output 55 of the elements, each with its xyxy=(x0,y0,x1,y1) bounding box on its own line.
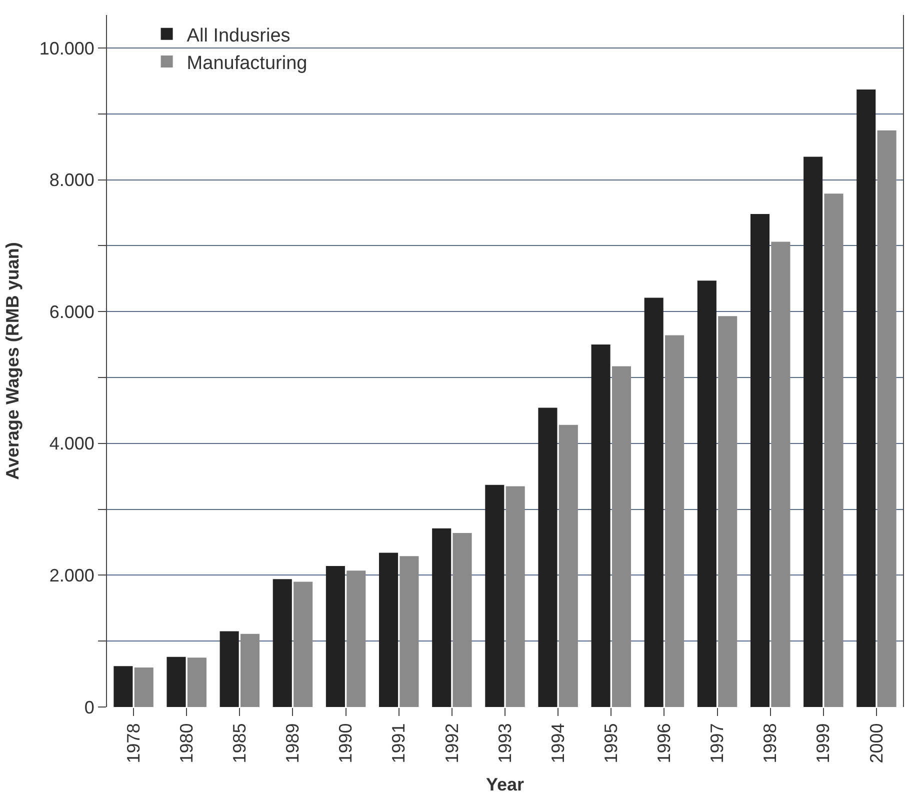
x-tick-label: 1978 xyxy=(123,723,144,764)
x-tick-label: 1991 xyxy=(388,723,409,764)
y-tick-label: 2.000 xyxy=(49,565,94,586)
bar xyxy=(877,130,896,707)
bar xyxy=(665,335,684,707)
x-tick-label: 1998 xyxy=(760,723,780,764)
bar xyxy=(804,156,823,707)
bar xyxy=(538,408,558,707)
x-tick-label: 2000 xyxy=(866,723,886,764)
x-tick-label: 1990 xyxy=(336,723,356,764)
x-tick-label: 1999 xyxy=(813,723,834,764)
bar xyxy=(558,424,578,707)
bar xyxy=(824,194,844,707)
bar xyxy=(272,579,292,707)
bar xyxy=(612,366,631,707)
x-tick-label: 1993 xyxy=(494,723,515,764)
y-axis-title: Average Wages (RMB yuan) xyxy=(2,242,23,480)
bar xyxy=(506,486,525,707)
x-tick-label: 1996 xyxy=(654,723,674,764)
bar xyxy=(114,666,133,707)
bar xyxy=(379,552,398,707)
y-tick-label: 8.000 xyxy=(49,170,94,190)
bar xyxy=(432,528,452,707)
y-tick-label: 4.000 xyxy=(49,434,94,454)
y-tick-label: 6.000 xyxy=(49,302,94,322)
bar xyxy=(220,631,239,707)
bar xyxy=(718,316,738,707)
bar xyxy=(166,656,186,707)
x-tick-label: 1997 xyxy=(707,723,728,764)
bar xyxy=(591,344,610,707)
y-tick-label: 0 xyxy=(84,697,94,718)
bar xyxy=(697,280,716,707)
x-tick-label: 1994 xyxy=(548,723,568,764)
bar xyxy=(750,214,770,707)
x-tick-label: 1995 xyxy=(600,723,621,764)
bar xyxy=(326,566,345,707)
bar xyxy=(294,582,313,707)
legend-label: Manufacturing xyxy=(186,52,308,74)
y-tick-label: 10.000 xyxy=(39,38,94,58)
x-axis-title: Year xyxy=(486,774,524,794)
legend-label: All Indusries xyxy=(186,25,290,46)
bar xyxy=(187,658,206,707)
bar xyxy=(346,570,366,707)
bar xyxy=(856,89,876,707)
x-tick-label: 1980 xyxy=(176,723,196,764)
bar xyxy=(485,484,504,707)
bar xyxy=(644,298,664,707)
bar xyxy=(400,556,419,707)
x-tick-label: 1989 xyxy=(282,723,303,764)
x-tick-label: 1992 xyxy=(442,723,462,764)
bar xyxy=(134,667,154,707)
bar xyxy=(771,242,790,707)
x-tick-label: 1985 xyxy=(230,723,250,764)
bar xyxy=(452,533,472,707)
bar xyxy=(240,634,260,707)
